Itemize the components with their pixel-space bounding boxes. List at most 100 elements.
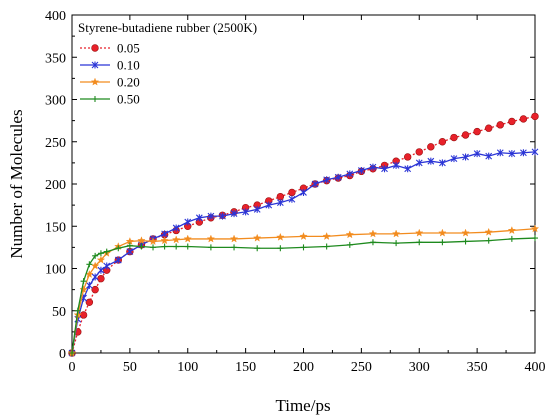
data-point [160, 236, 169, 245]
data-point [150, 244, 157, 251]
data-point [91, 273, 99, 281]
data-point [242, 208, 250, 216]
data-point [276, 232, 285, 241]
data-point [496, 121, 504, 129]
data-point [126, 248, 134, 256]
data-point [229, 234, 239, 243]
data-point [172, 235, 181, 244]
data-point [172, 224, 180, 232]
data-point [462, 153, 469, 161]
data-point [439, 159, 446, 167]
data-point [508, 235, 515, 242]
series-0.10 [68, 148, 539, 357]
x-tick-label: 0 [69, 360, 76, 375]
data-point [461, 131, 470, 139]
data-point [438, 138, 447, 146]
data-point [484, 227, 493, 236]
data-point [403, 153, 412, 161]
data-point [427, 143, 435, 151]
data-point [184, 243, 191, 250]
x-axis-title: Time/ps [275, 396, 330, 415]
data-point [103, 248, 110, 255]
data-point [323, 243, 330, 250]
data-point [404, 165, 412, 173]
data-point [92, 252, 99, 259]
x-tick-label: 100 [177, 360, 198, 375]
data-point [161, 230, 168, 238]
data-point [415, 228, 424, 237]
data-point [276, 192, 285, 201]
legend-item: 0.05 [80, 41, 140, 56]
data-point [299, 232, 308, 240]
y-tick-label: 250 [45, 136, 66, 151]
data-point [427, 157, 435, 165]
data-point [369, 239, 376, 246]
legend-swatch-marker [91, 44, 99, 52]
data-point [368, 229, 378, 238]
y-tick-label: 100 [45, 263, 66, 278]
data-point [97, 250, 104, 257]
data-point [207, 212, 215, 220]
data-point [230, 210, 238, 218]
legend-item: 0.50 [80, 92, 140, 107]
data-point [103, 262, 111, 270]
data-point [531, 112, 539, 121]
data-point [231, 244, 238, 251]
data-point [519, 115, 528, 123]
data-point [85, 281, 93, 289]
data-point [74, 307, 81, 314]
data-point [85, 298, 94, 306]
data-point [254, 245, 261, 252]
data-point [485, 152, 493, 160]
data-point [115, 245, 122, 252]
x-tick-label: 150 [235, 360, 256, 375]
series-line [71, 237, 536, 354]
y-tick-label: 0 [59, 347, 66, 362]
series-layer [67, 112, 540, 357]
data-point [86, 261, 93, 268]
legend-label: 0.50 [117, 92, 140, 107]
data-point [322, 232, 331, 240]
data-point [323, 176, 331, 184]
data-point [219, 212, 226, 220]
axis-ticks: 0 50 100 150 200 250 300 350 400 0 50 100 150 200 250 3… [45, 9, 546, 375]
data-point [369, 163, 377, 171]
series-0.20 [67, 224, 540, 357]
data-point [288, 188, 296, 197]
data-point [473, 127, 481, 136]
x-tick-label: 400 [525, 360, 546, 375]
y-tick-label: 200 [45, 178, 66, 193]
series-0.50 [69, 235, 538, 356]
legend-item: 0.20 [80, 75, 140, 90]
data-point [300, 244, 307, 251]
data-point [507, 226, 517, 235]
data-point [96, 255, 106, 264]
legend-label: 0.20 [117, 75, 140, 90]
x-tick-label: 350 [467, 360, 488, 375]
data-point [439, 239, 446, 246]
data-point [520, 149, 527, 157]
data-point [138, 243, 145, 250]
data-point [496, 149, 504, 157]
y-tick-label: 50 [52, 305, 66, 320]
data-point [334, 173, 342, 181]
data-point [461, 228, 470, 237]
series-line [71, 151, 536, 354]
data-point [277, 245, 284, 252]
data-point [300, 188, 307, 196]
data-point [114, 256, 122, 264]
data-point [311, 180, 319, 188]
data-point [253, 233, 262, 242]
data-point [97, 274, 105, 283]
data-point [206, 234, 216, 243]
y-tick-label: 400 [45, 9, 66, 24]
data-point [462, 238, 469, 245]
data-point [79, 311, 88, 319]
legend-label: 0.10 [117, 58, 140, 73]
legend: Styrene-butadiene rubber (2500K) 0.05 0.10… [78, 20, 257, 107]
data-point [80, 278, 87, 285]
data-point [345, 230, 354, 239]
data-point [183, 234, 192, 243]
data-point [265, 201, 273, 209]
data-point [69, 350, 75, 356]
